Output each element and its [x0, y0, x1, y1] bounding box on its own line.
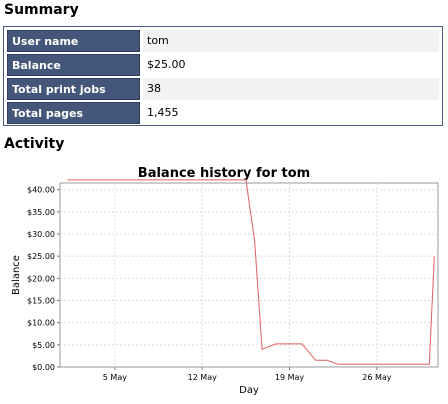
x-tick-label: 5 May — [103, 373, 127, 382]
series-lines — [67, 179, 435, 365]
summary-title: Summary — [4, 2, 79, 18]
summary-table: User name tom Balance $25.00 Total print… — [3, 26, 443, 126]
x-tick-label: 12 May — [188, 373, 218, 382]
balance-label: Balance — [7, 54, 140, 76]
user-name-label: User name — [7, 30, 140, 52]
total-print-jobs-value: 38 — [143, 78, 439, 100]
user-name-value: tom — [143, 30, 439, 52]
total-pages-value: 1,455 — [143, 102, 439, 124]
x-tick-label: 19 May — [275, 373, 305, 382]
summary-row-total-pages: Total pages 1,455 — [7, 102, 439, 124]
plot-area — [59, 182, 439, 368]
x-axis-label: Day — [239, 385, 259, 396]
y-tick-label: $0.00 — [32, 363, 55, 372]
y-tick-label: $25.00 — [27, 252, 55, 261]
balance-series-line — [67, 179, 435, 365]
balance-value: $25.00 — [143, 54, 439, 76]
total-pages-label: Total pages — [7, 102, 140, 124]
y-tick-label: $15.00 — [27, 296, 55, 305]
summary-row-balance: Balance $25.00 — [7, 54, 439, 76]
total-print-jobs-label: Total print jobs — [7, 78, 140, 100]
y-tick-label: $35.00 — [27, 208, 55, 217]
balance-history-chart: Balance history for tom $0.00 $5.00 $10.00… — [11, 166, 439, 396]
grid-lines — [60, 183, 438, 367]
x-tick-label: 26 May — [362, 373, 392, 382]
y-tick-label: $10.00 — [27, 319, 55, 328]
summary-row-total-print-jobs: Total print jobs 38 — [7, 78, 439, 100]
y-tick-label: $20.00 — [27, 274, 55, 283]
chart-title: Balance history for tom — [138, 166, 310, 181]
y-tick-label: $40.00 — [27, 186, 55, 195]
summary-row-user-name: User name tom — [7, 30, 439, 52]
y-axis-label: Balance — [11, 255, 22, 295]
axis-ticks: $0.00 $5.00 $10.00 $15.00 $20.00 $25.00 $30.00… — [27, 186, 392, 382]
y-tick-label: $5.00 — [32, 341, 55, 350]
activity-title: Activity — [4, 136, 65, 152]
y-tick-label: $30.00 — [27, 230, 55, 239]
